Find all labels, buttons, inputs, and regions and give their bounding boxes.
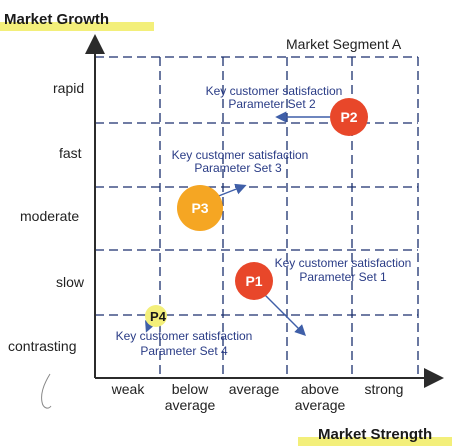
- x-level-above-average-line2: average: [295, 397, 346, 413]
- bubble-p4-label: P4: [150, 309, 167, 324]
- bubble-p1-label: P1: [245, 273, 262, 289]
- x-level-labels: weak below average average above average…: [111, 381, 404, 413]
- x-axis-title: Market Strength: [318, 426, 432, 443]
- x-level-weak: weak: [111, 381, 146, 397]
- p3-arrow: [215, 183, 247, 198]
- bubble-p3-label: P3: [191, 200, 208, 216]
- annotation-set2-line1: Key customer satisfaction: [206, 84, 343, 98]
- x-level-strong: strong: [365, 381, 404, 397]
- p1-arrow: [264, 294, 306, 336]
- y-level-rapid: rapid: [53, 80, 84, 96]
- bubble-p3: P3: [177, 185, 223, 231]
- x-level-above-average-line1: above: [301, 381, 339, 397]
- x-level-below-average-line1: below: [172, 381, 209, 397]
- x-level-average: average: [229, 381, 280, 397]
- annotation-set1-line2: Parameter Set 1: [299, 270, 387, 284]
- y-level-fast: fast: [59, 145, 82, 161]
- bubble-p1: P1: [235, 262, 273, 300]
- annotation-set2-line2: Parameter Set 2: [228, 97, 316, 111]
- bubble-p2: P2: [330, 98, 368, 136]
- annotation-set4-line1: Key customer satisfaction: [116, 329, 253, 343]
- y-level-slow: slow: [56, 274, 85, 290]
- annotation-set4-line2: Parameter Set 4: [140, 344, 228, 358]
- annotations: Key customer satisfaction Parameter Set …: [116, 84, 412, 358]
- annotation-set3-line2: Parameter Set 3: [194, 161, 282, 175]
- pen-scribble: [41, 373, 52, 409]
- y-level-contrasting: contrasting: [8, 338, 76, 354]
- bubble-p4: P4: [145, 305, 167, 327]
- y-level-labels: rapid fast moderate slow contrasting: [8, 80, 85, 354]
- segment-title: Market Segment A: [286, 36, 402, 52]
- x-level-below-average-line2: average: [165, 397, 216, 413]
- x-axis-title-highlight: [298, 437, 452, 446]
- y-axis-title: Market Growth: [4, 11, 109, 28]
- annotation-set3-line1: Key customer satisfaction: [172, 148, 309, 162]
- y-level-moderate: moderate: [20, 208, 79, 224]
- annotation-set1-line1: Key customer satisfaction: [275, 256, 412, 270]
- y-axis-title-highlight: [0, 22, 154, 31]
- bubble-p2-label: P2: [340, 109, 357, 125]
